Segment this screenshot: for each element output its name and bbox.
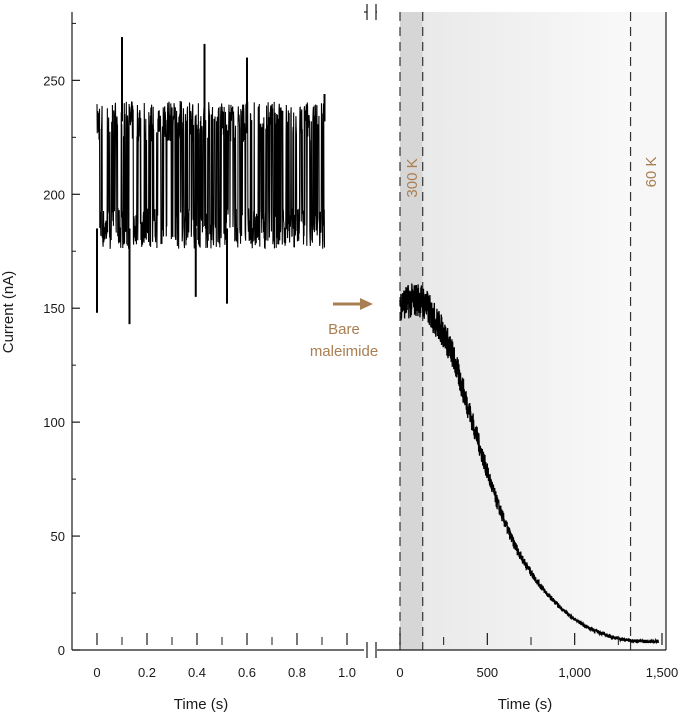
temperature-shading [399,12,666,650]
trace-left-noise [96,100,326,249]
x-tick-label-left: 1.0 [338,665,356,680]
x-axis-title-right: Time (s) [498,696,552,712]
y-tick-label: 0 [58,643,65,658]
x-tick-label-left: 0 [93,665,100,680]
annotation-text-line-1: Bare [328,321,360,338]
x-tick-label-right: 1,500 [646,665,679,680]
annotation-arrowhead [360,298,373,310]
y-tick-label: 150 [43,301,65,316]
tick-labels: 0 50 100 150 200 250 0 0.2 0.4 0.6 0.8 1.0 0 500 1,000… [43,73,678,680]
x-tick-label-right: 500 [476,665,498,680]
y-tick-label: 250 [43,73,65,88]
y-tick-label: 100 [43,415,65,430]
shade-region-final [630,12,666,650]
axis-break-gap [367,642,376,658]
axes [71,4,667,658]
x-tick-label-left: 0.4 [188,665,206,680]
temperature-label-60k: 60 K [643,157,660,188]
y-axis-title: Current (nA) [0,271,17,354]
axis-break-gap [367,4,376,20]
annotation-text-line-2: maleimide [310,343,378,360]
y-tick-label: 50 [51,529,65,544]
shade-region-cooling [422,12,631,650]
data-traces [96,37,660,645]
temperature-label-300k: 300 K [404,158,421,197]
y-tick-label: 200 [43,187,65,202]
trace-right-decay [399,283,660,645]
x-tick-label-left: 0.8 [288,665,306,680]
x-tick-label-right: 1,000 [558,665,591,680]
bare-maleimide-annotation: Bare maleimide [310,298,378,360]
x-tick-label-left: 0.2 [138,665,156,680]
shade-region-initial [400,12,423,650]
x-axis-title-left: Time (s) [174,696,228,712]
x-tick-label-right: 0 [396,665,403,680]
x-tick-label-left: 0.6 [238,665,256,680]
